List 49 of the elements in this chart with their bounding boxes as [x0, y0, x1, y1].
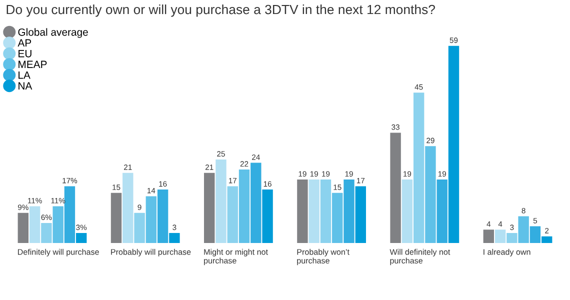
bar — [204, 172, 215, 243]
bar — [402, 180, 413, 243]
legend-label: NA — [18, 82, 32, 90]
bar — [41, 222, 52, 243]
bar — [134, 212, 145, 243]
bar — [227, 186, 238, 243]
bar — [308, 180, 320, 243]
bar — [76, 232, 87, 243]
bar — [506, 232, 518, 243]
bar — [390, 132, 401, 243]
bar — [483, 230, 494, 243]
x-tick-label: Probably won’t purchase — [297, 248, 350, 266]
bar — [297, 180, 308, 243]
bar — [122, 172, 134, 243]
bar — [320, 180, 332, 243]
bar — [52, 206, 64, 243]
bar — [18, 212, 29, 243]
bar — [530, 226, 541, 243]
bar — [238, 169, 250, 243]
bar — [494, 230, 506, 243]
legend-label: Global average — [18, 28, 88, 38]
x-tick-label: Might or might not purchase — [204, 248, 268, 266]
bar — [64, 186, 76, 243]
bar — [425, 146, 436, 243]
legend-label: AP — [18, 39, 32, 46]
bar — [518, 216, 529, 243]
bar — [216, 159, 226, 243]
bar — [541, 236, 552, 243]
legend-label: EU — [18, 50, 32, 58]
bar — [29, 206, 40, 243]
legend-label: MEAP — [18, 60, 47, 68]
bar — [250, 162, 262, 243]
bar — [436, 180, 448, 243]
bar — [332, 192, 343, 243]
x-tick-label: Definitely will purchase — [18, 248, 99, 256]
bar — [262, 190, 273, 243]
x-tick-label: Probably will purchase — [111, 248, 191, 256]
bar — [448, 46, 460, 243]
x-tick-label: I already own — [484, 248, 530, 256]
legend-label: LA — [18, 72, 30, 79]
bar — [344, 180, 354, 243]
bar — [110, 192, 122, 243]
x-tick-label: Will definitely not purchase — [390, 248, 450, 266]
bar — [413, 92, 424, 243]
bar — [157, 190, 168, 243]
bar — [355, 186, 366, 243]
bar — [146, 196, 157, 243]
chart-title: Do you currently own or will you purchase a 3DTV in the next 12 months? — [6, 4, 435, 17]
bar — [169, 232, 180, 243]
